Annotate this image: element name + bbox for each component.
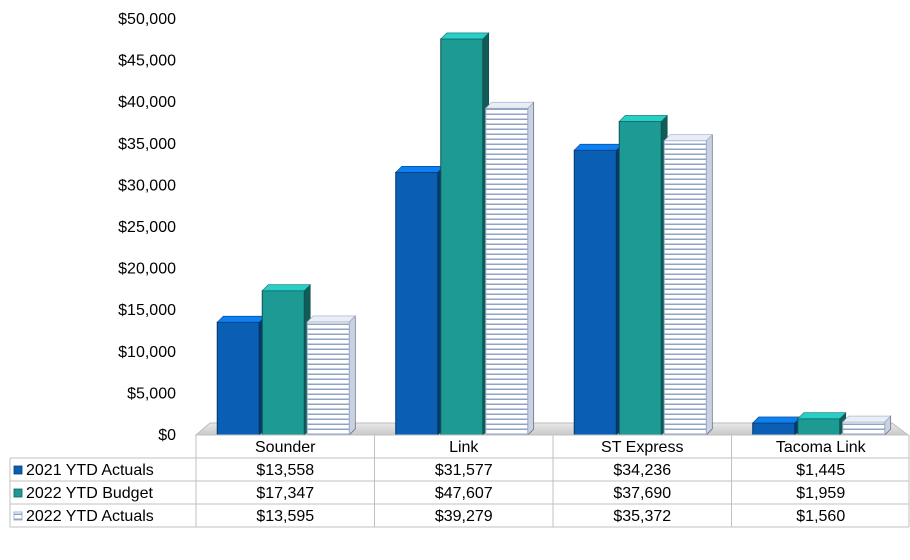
data-label: $34,236 xyxy=(613,462,671,479)
legend-swatch xyxy=(13,465,23,475)
bar xyxy=(618,114,668,436)
bars xyxy=(216,32,892,436)
bar xyxy=(216,315,266,436)
y-tick-label: $10,000 xyxy=(118,344,176,361)
bar xyxy=(663,133,713,436)
data-label: $31,577 xyxy=(435,462,493,479)
x-tick-label: ST Express xyxy=(601,439,683,456)
data-label: $1,560 xyxy=(796,508,845,525)
y-tick-label: $15,000 xyxy=(118,302,176,319)
y-tick-label: $20,000 xyxy=(118,261,176,278)
data-label: $35,372 xyxy=(613,508,671,525)
data-label: $1,959 xyxy=(796,485,845,502)
bar xyxy=(573,143,623,436)
bar xyxy=(797,411,847,436)
bar xyxy=(842,415,892,436)
data-label: $37,690 xyxy=(613,485,671,502)
legend-swatch xyxy=(13,488,23,498)
x-tick-label: Link xyxy=(449,439,479,456)
y-tick-label: $50,000 xyxy=(118,11,176,28)
y-tick-label: $30,000 xyxy=(118,177,176,194)
data-label: $39,279 xyxy=(435,508,493,525)
y-axis: $0 $5,000 $10,000 $15,000 $20,000 $25,000 $30,… xyxy=(118,11,176,444)
bar xyxy=(440,32,490,436)
data-label: $13,558 xyxy=(256,462,314,479)
legend-entry: 2021 YTD Actuals xyxy=(26,462,154,479)
bar xyxy=(485,101,535,436)
data-table: Sounder Link ST Express Tacoma Link 2021 YTD… xyxy=(9,434,910,528)
bar xyxy=(752,416,802,436)
bar xyxy=(395,165,445,436)
y-tick-label: $45,000 xyxy=(118,53,176,70)
y-tick-label: $0 xyxy=(158,427,176,444)
bar xyxy=(261,283,311,436)
y-tick-label: $5,000 xyxy=(127,385,176,402)
data-label: $1,445 xyxy=(796,462,845,479)
data-label: $13,595 xyxy=(256,508,314,525)
data-label: $17,347 xyxy=(256,485,314,502)
legend-entry: 2022 YTD Actuals xyxy=(26,508,154,525)
x-tick-label: Tacoma Link xyxy=(776,439,867,456)
legend-swatch xyxy=(13,511,23,521)
bar xyxy=(306,315,356,436)
x-tick-label: Sounder xyxy=(255,439,316,456)
data-label: $47,607 xyxy=(435,485,493,502)
y-tick-label: $40,000 xyxy=(118,94,176,111)
y-tick-label: $25,000 xyxy=(118,219,176,236)
y-tick-label: $35,000 xyxy=(118,136,176,153)
legend-entry: 2022 YTD Budget xyxy=(26,485,153,502)
